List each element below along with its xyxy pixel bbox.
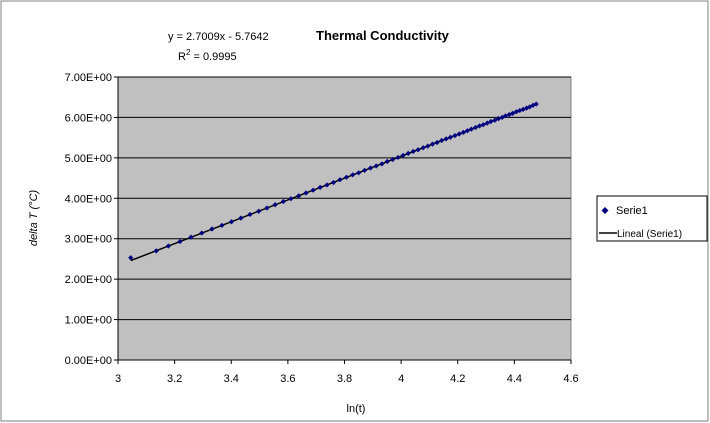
- data-point: [533, 101, 539, 107]
- data-point: [264, 205, 270, 211]
- data-point: [502, 113, 509, 119]
- x-tick-label: 3: [115, 373, 121, 385]
- data-point: [356, 170, 362, 176]
- data-point: [510, 110, 516, 116]
- data-point: [456, 131, 462, 137]
- legend-entry-serie1: Serie1: [616, 205, 648, 217]
- data-point: [527, 104, 533, 110]
- data-point: [362, 167, 368, 173]
- data-point: [429, 141, 436, 147]
- x-tick-label: 4.6: [563, 373, 578, 385]
- data-point: [337, 177, 343, 183]
- data-point: [379, 161, 385, 167]
- data-point: [434, 139, 440, 146]
- data-point: [488, 118, 494, 125]
- legend-entry-trendline: Lineal (Serie1): [617, 229, 682, 240]
- data-point: [219, 222, 225, 228]
- data-point: [476, 123, 483, 129]
- data-point: [317, 184, 323, 190]
- plot-area: [117, 76, 572, 361]
- legend-marker-diamond-icon: [601, 207, 609, 214]
- data-point: [480, 122, 486, 128]
- data-point: [472, 124, 479, 131]
- data-point: [415, 147, 421, 153]
- data-point: [390, 156, 396, 163]
- data-point: [188, 234, 194, 240]
- data-point: [296, 193, 302, 199]
- data-point: [425, 143, 431, 149]
- data-point: [330, 179, 337, 186]
- data-point: [367, 165, 374, 171]
- y-tick-label: 1.00E+00: [65, 315, 112, 327]
- x-tick-label: 4.2: [450, 373, 465, 385]
- r-squared-value: = 0.9995: [190, 51, 236, 63]
- data-point: [165, 243, 171, 249]
- x-tick-label: 4.4: [507, 373, 522, 385]
- data-point: [256, 208, 262, 214]
- y-axis: 0.00E+00 1.00E+00 2.00E+00 3.00E+00 4.00E+00…: [65, 72, 119, 367]
- data-point: [373, 163, 379, 169]
- data-point: [447, 134, 453, 140]
- x-tick-label: 3.6: [280, 373, 295, 385]
- data-point: [310, 187, 316, 193]
- data-points: [128, 101, 539, 261]
- y-tick-label: 4.00E+00: [65, 193, 112, 205]
- data-point: [153, 248, 159, 254]
- data-point: [395, 154, 401, 161]
- data-point: [495, 116, 502, 122]
- x-axis-title: ln(t): [347, 403, 366, 415]
- legend: Serie1 Lineal (Serie1): [596, 195, 708, 242]
- data-point: [350, 172, 356, 178]
- data-point: [288, 196, 294, 202]
- chart-title: Thermal Conductivity: [316, 28, 450, 43]
- y-tick-label: 3.00E+00: [65, 234, 112, 246]
- data-point: [443, 136, 449, 142]
- data-point: [280, 198, 286, 205]
- data-point: [128, 255, 134, 261]
- data-point: [492, 117, 498, 123]
- r-squared-exponent: 2: [186, 48, 191, 57]
- x-tick-label: 3.2: [167, 373, 182, 385]
- data-point: [439, 137, 445, 144]
- data-point: [400, 152, 406, 159]
- y-tick-label: 5.00E+00: [65, 153, 112, 165]
- data-point: [303, 190, 309, 196]
- data-point: [405, 150, 411, 157]
- data-point: [228, 219, 235, 225]
- data-point: [520, 106, 526, 112]
- r-squared-label: R2 = 0.9995: [178, 48, 237, 63]
- data-point: [410, 148, 416, 154]
- data-point: [513, 109, 519, 115]
- data-point: [468, 126, 474, 132]
- y-axis-title: delta T (°C): [28, 189, 40, 246]
- gridlines: [118, 76, 571, 321]
- y-tick-label: 7.00E+00: [65, 72, 112, 84]
- x-axis: 3 3.2 3.4 3.6 3.8 4 4.2 4.4 4.6: [115, 359, 579, 385]
- data-point: [238, 215, 244, 221]
- trendline-equation: y = 2.7009x - 5.7642: [168, 31, 269, 43]
- y-tick-label: 0.00E+00: [65, 355, 112, 367]
- data-point: [420, 145, 426, 151]
- x-tick-label: 3.8: [337, 373, 352, 385]
- data-point: [199, 230, 205, 236]
- data-point: [464, 128, 470, 134]
- data-point: [343, 174, 350, 180]
- data-point: [460, 129, 467, 135]
- x-tick-label: 3.4: [224, 373, 239, 385]
- data-point: [272, 202, 278, 208]
- data-point: [484, 120, 490, 126]
- data-point: [384, 158, 390, 165]
- x-tick-label: 4: [398, 373, 404, 385]
- data-point: [324, 182, 330, 188]
- y-tick-label: 2.00E+00: [65, 274, 112, 286]
- y-tick-label: 6.00E+00: [65, 112, 112, 124]
- r-squared-prefix: R: [178, 51, 186, 63]
- data-point: [452, 133, 458, 139]
- data-point: [177, 238, 183, 245]
- data-point: [209, 226, 215, 232]
- data-point: [247, 211, 253, 218]
